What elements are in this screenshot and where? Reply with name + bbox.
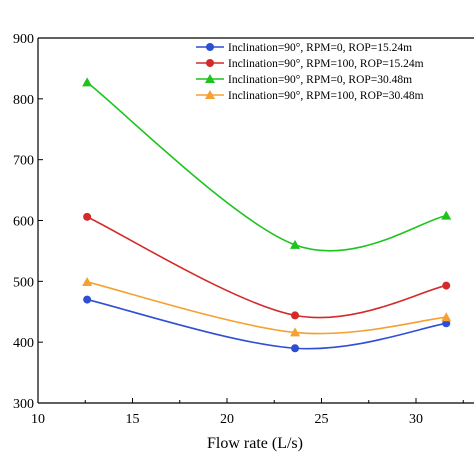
x-tick-label: 25 (315, 412, 329, 427)
data-point (82, 276, 93, 286)
y-tick-label: 700 (13, 154, 34, 169)
series-4 (82, 276, 452, 337)
legend-swatch-marker (205, 90, 215, 99)
y-tick-label: 800 (13, 93, 34, 108)
legend-item-4: Inclination=90°, RPM=100, ROP=30.48m (196, 90, 424, 102)
legend-swatch-marker (206, 43, 214, 51)
data-point (82, 77, 93, 87)
data-point (291, 344, 300, 353)
legend-label: Inclination=90°, RPM=0, ROP=30.48m (228, 74, 412, 86)
x-axis-title: Flow rate (L/s) (207, 435, 303, 452)
series-2 (83, 212, 451, 320)
y-tick-label: 600 (13, 215, 34, 230)
legend-swatch-marker (205, 74, 215, 83)
data-point (290, 239, 301, 249)
legend-item-1: Inclination=90°, RPM=0, ROP=15.24m (196, 42, 412, 54)
series-line (86, 81, 447, 252)
axis-ticks: 300 400 500 600 700 800 900 10 15 20 25 30 (13, 32, 464, 427)
data-point (290, 327, 301, 337)
data-point (291, 311, 300, 320)
x-tick-label: 20 (220, 412, 234, 427)
y-tick-label: 900 (13, 32, 34, 47)
legend-label: Inclination=90°, RPM=100, ROP=15.24m (228, 58, 424, 70)
legend-item-3: Inclination=90°, RPM=0, ROP=30.48m (196, 74, 412, 86)
data-point (441, 210, 452, 220)
data-point (442, 281, 451, 290)
series-1 (83, 295, 451, 353)
legend-item-2: Inclination=90°, RPM=100, ROP=15.24m (196, 58, 424, 70)
y-tick-label: 300 (13, 397, 34, 412)
legend-label: Inclination=90°, RPM=100, ROP=30.48m (228, 90, 424, 102)
legend-label: Inclination=90°, RPM=0, ROP=15.24m (228, 42, 412, 54)
series-layer (82, 77, 452, 353)
legend-swatch-marker (206, 59, 214, 67)
data-point (442, 319, 451, 328)
series-3 (82, 77, 452, 252)
y-tick-label: 500 (13, 275, 34, 290)
data-point (83, 212, 92, 221)
legend: Inclination=90°, RPM=0, ROP=15.24m Inclin… (196, 42, 424, 102)
data-point (441, 312, 452, 322)
y-tick-label: 400 (13, 336, 34, 351)
data-point (83, 295, 92, 304)
x-tick-label: 10 (31, 412, 45, 427)
x-tick-label: 30 (409, 412, 423, 427)
x-tick-label: 15 (126, 412, 140, 427)
series-line (86, 216, 447, 319)
